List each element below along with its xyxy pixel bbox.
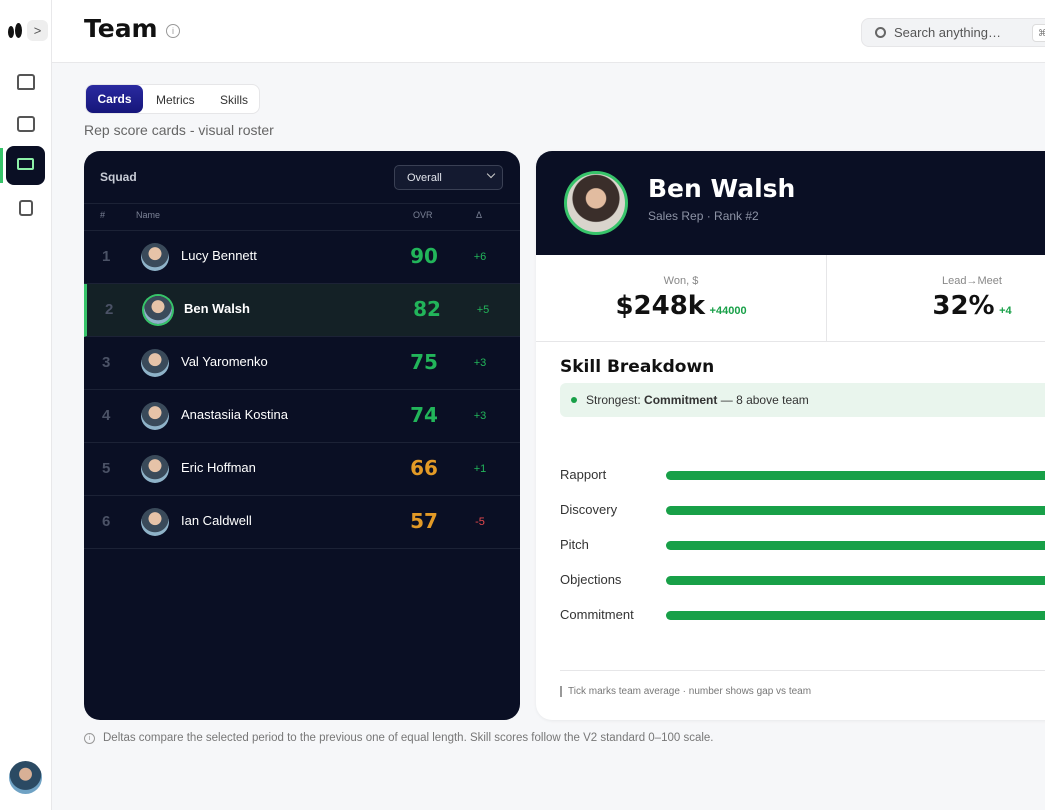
- squad-row[interactable]: 3 Val Yaromenko 75 +3: [84, 337, 520, 390]
- rep-name: Val Yaromenko: [181, 354, 268, 369]
- avatar: [141, 243, 169, 271]
- delta: +5: [476, 304, 490, 316]
- active-nav[interactable]: [6, 146, 45, 185]
- skill-label: Discovery: [560, 502, 618, 517]
- rep-role: Sales Rep · Rank #2: [648, 209, 759, 223]
- top-bar: Team i Search anything… ⌘: [52, 0, 1045, 63]
- home-icon[interactable]: [17, 74, 35, 90]
- compare-icon[interactable]: [17, 116, 35, 132]
- ovr-score: 75: [410, 350, 438, 374]
- avatar: [141, 402, 169, 430]
- tab[interactable]: Skills: [220, 93, 249, 107]
- rep-name: Anastasiia Kostina: [181, 407, 288, 422]
- rep-name: Lucy Bennett: [181, 248, 257, 263]
- detail-panel: Ben Walsh Sales Rep · Rank #2 Won, $ $24…: [536, 151, 1045, 720]
- footnote: Tick marks team average · number shows g…: [568, 686, 812, 697]
- rank: 4: [102, 407, 111, 424]
- panel-title: Squad: [100, 170, 137, 184]
- rank: 1: [102, 248, 111, 265]
- rank: 3: [102, 354, 111, 371]
- stat-delta: +4: [999, 305, 1012, 317]
- skill-label: Commitment: [560, 607, 634, 622]
- rank: 2: [105, 301, 114, 318]
- expand-button[interactable]: >: [27, 20, 48, 41]
- ovr-score: 90: [410, 244, 438, 268]
- stat-value: 32%: [932, 291, 995, 321]
- callout-prefix: Strongest:: [586, 393, 641, 407]
- nav-indicator: [0, 148, 3, 183]
- ovr-score: 66: [410, 456, 438, 480]
- skill-bar: [666, 576, 1045, 585]
- filter-value: Overall: [407, 172, 442, 184]
- logo: [8, 23, 22, 38]
- sidebar: >: [0, 0, 52, 810]
- stat: $248k +44000: [536, 291, 826, 321]
- ovr-score: 82: [413, 297, 441, 321]
- squad-row[interactable]: 2 Ben Walsh 82 +5: [84, 284, 520, 337]
- section-title: Skill Breakdown: [560, 357, 715, 377]
- subtitle: Rep score cards - visual roster: [84, 122, 274, 138]
- skill-label: Objections: [560, 572, 622, 587]
- shortcut: ⌘: [1032, 24, 1045, 42]
- user-avatar[interactable]: [9, 761, 42, 794]
- skills: Rapport Discovery Pitch Objections Commitmen…: [536, 151, 1045, 720]
- skill-bar: [666, 611, 1045, 620]
- skill-label: Rapport: [560, 467, 607, 482]
- squad-row[interactable]: 4 Anastasiia Kostina 74 +3: [84, 390, 520, 443]
- stat-value: $248k: [615, 291, 706, 321]
- search-box[interactable]: Search anything… ⌘: [861, 18, 1045, 47]
- rep-name: Eric Hoffman: [181, 460, 256, 475]
- profile-photo: [564, 171, 628, 235]
- squad-row[interactable]: 1 Lucy Bennett 90 +6: [84, 231, 520, 284]
- callout-skill: Commitment: [644, 393, 718, 407]
- squad-row[interactable]: 5 Eric Hoffman 66 +1: [84, 443, 520, 496]
- note: Deltas compare the selected period to th…: [103, 732, 714, 744]
- callout-suffix: — 8 above team: [720, 393, 809, 407]
- stat-label: Won, $: [663, 275, 699, 287]
- ovr-score: 74: [410, 403, 438, 427]
- delta: +3: [473, 410, 487, 422]
- book-icon[interactable]: [19, 200, 33, 216]
- rank: 5: [102, 460, 111, 477]
- delta: -5: [475, 516, 485, 528]
- squad-panel: Squad Overall # Name OVR Δ 1 Lucy Bennett…: [84, 151, 520, 720]
- skill-label: Pitch: [560, 537, 589, 552]
- skill-bar: [666, 506, 1045, 515]
- tab[interactable]: Metrics: [156, 93, 195, 107]
- rep-name: Ian Caldwell: [181, 513, 252, 528]
- column-header: Δ: [476, 210, 483, 220]
- tab-active[interactable]: Cards: [86, 85, 143, 113]
- stat-label: Lead→Meet: [942, 275, 1002, 287]
- strongest-callout: Strongest: Commitment — 8 above team: [560, 383, 1045, 417]
- avatar: [141, 455, 169, 483]
- rank: 6: [102, 513, 111, 530]
- avatar: [144, 296, 172, 324]
- stat: 32% +4: [827, 291, 1045, 321]
- note-icon: i: [84, 733, 95, 744]
- ovr-score: 57: [410, 509, 438, 533]
- page-title: Team: [84, 14, 158, 43]
- search-placeholder: Search anything…: [894, 25, 1001, 40]
- search-icon: [875, 27, 886, 38]
- rep-name: Ben Walsh: [184, 301, 250, 316]
- column-header: OVR: [413, 210, 433, 220]
- delta: +1: [473, 463, 487, 475]
- skill-bar: [666, 541, 1045, 550]
- stat-delta: +44000: [709, 305, 747, 317]
- delta: +3: [473, 357, 487, 369]
- squad-row[interactable]: 6 Ian Caldwell 57 -5: [84, 496, 520, 549]
- column-header: Name: [136, 210, 161, 220]
- avatar: [141, 508, 169, 536]
- rep-name: Ben Walsh: [648, 174, 796, 203]
- delta: +6: [473, 251, 487, 263]
- info-icon[interactable]: i: [166, 24, 180, 38]
- skill-bar: [666, 471, 1045, 480]
- filter-dropdown[interactable]: Overall: [394, 165, 503, 190]
- detail-header: Ben Walsh Sales Rep · Rank #2: [536, 151, 1045, 255]
- rows: 1 Lucy Bennett 90 +6 2 Ben Walsh 82 +5 3 Val Yaro…: [84, 231, 520, 561]
- tabs: Cards Metrics Skills: [85, 84, 260, 114]
- avatar: [141, 349, 169, 377]
- column-header: #: [100, 210, 106, 220]
